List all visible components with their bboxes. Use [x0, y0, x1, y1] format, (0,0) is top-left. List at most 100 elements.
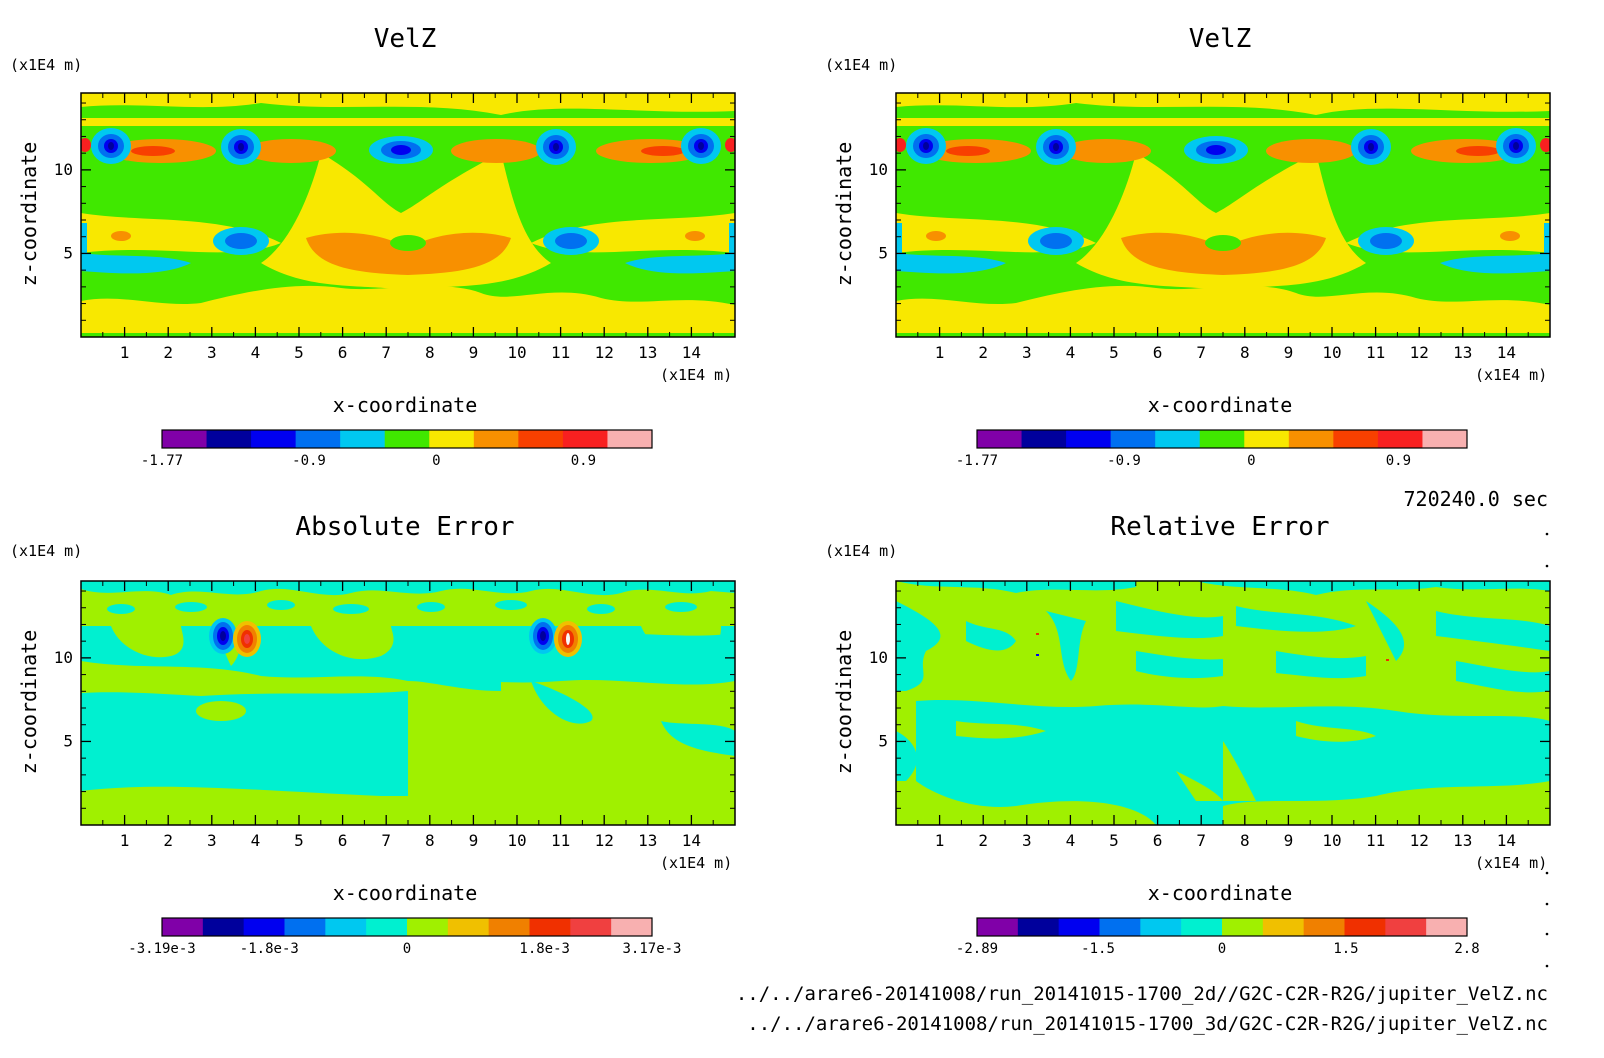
x-tick-label: 13 — [638, 831, 657, 850]
colorbar-swatch — [1426, 918, 1468, 936]
x-tick-label: 10 — [1322, 343, 1341, 362]
x-tick-label: 4 — [1066, 831, 1076, 850]
colorbar: -2.89 -1.5 0 1.5 2.8 — [956, 917, 1480, 957]
colorbar-swatch — [162, 430, 208, 448]
x-axis-ticks: 1 2 3 4 5 6 7 8 9 10 11 12 13 14 — [917, 93, 1529, 362]
y-tick-label: 5 — [878, 731, 888, 750]
panel-title: VelZ — [374, 24, 437, 54]
contour-field — [895, 92, 1551, 338]
colorbar-swatch — [1140, 918, 1182, 936]
x-tick-label: 1 — [935, 831, 945, 850]
colorbar-swatch — [366, 918, 408, 936]
y-axis-label: z-coordinate — [832, 630, 856, 775]
x-tick-label: 12 — [595, 343, 614, 362]
x-tick-label: 13 — [1453, 831, 1472, 850]
panel-title: Relative Error — [1110, 512, 1329, 542]
x-tick-label: 9 — [1284, 343, 1294, 362]
x-tick-label: 14 — [682, 831, 701, 850]
contour-field — [80, 580, 736, 826]
x-tick-label: 9 — [1284, 831, 1294, 850]
colorbar-swatch — [447, 918, 490, 936]
colorbar-swatch — [1222, 918, 1264, 936]
colorbar-swatch — [488, 918, 530, 936]
x-tick-label: 5 — [294, 831, 304, 850]
panel-velz-3d: VelZ (x1E4 m) z-coordinate — [825, 24, 1551, 469]
colorbar-swatch — [570, 918, 612, 936]
x-tick-label: 5 — [294, 343, 304, 362]
y-unit-label: (x1E4 m) — [825, 542, 897, 560]
colorbar-swatch — [562, 430, 608, 448]
x-tick-label: 6 — [1153, 831, 1163, 850]
contour-field — [895, 580, 1551, 826]
colorbar-swatch — [243, 918, 285, 936]
colorbar-label: 2.8 — [1454, 941, 1479, 957]
colorbar-label: 1.8e-3 — [519, 941, 570, 957]
x-tick-label: 7 — [381, 343, 391, 362]
x-tick-label: 12 — [595, 831, 614, 850]
x-tick-label: 7 — [381, 831, 391, 850]
x-axis-ticks: 1 2 3 4 5 6 7 8 9 10 11 12 13 14 — [917, 581, 1529, 850]
time-label: 720240.0 sec — [1404, 487, 1549, 511]
colorbar-swatch — [295, 430, 341, 448]
x-tick-label: 4 — [251, 831, 261, 850]
x-tick-label: 3 — [207, 343, 217, 362]
y-tick-label: 5 — [63, 731, 73, 750]
x-tick-label: 8 — [425, 831, 435, 850]
colorbar-swatch — [1181, 918, 1223, 936]
y-axis-ticks: 5 10 — [869, 590, 1550, 809]
colorbar: -3.19e-3 -1.8e-3 0 1.8e-3 3.17e-3 — [128, 917, 682, 957]
x-tick-label: 11 — [551, 343, 570, 362]
file-path-1: ../../arare6-20141008/run_20141015-1700_… — [736, 983, 1548, 1005]
colorbar-swatch — [284, 918, 326, 936]
x-tick-label: 2 — [978, 343, 988, 362]
x-tick-label: 8 — [1240, 343, 1250, 362]
x-tick-label: 9 — [469, 343, 479, 362]
colorbar-label: -2.89 — [956, 941, 998, 957]
x-tick-label: 1 — [120, 831, 130, 850]
y-tick-label: 10 — [54, 160, 73, 179]
y-tick-label: 10 — [54, 648, 73, 667]
x-tick-label: 10 — [507, 831, 526, 850]
colorbar-label: -0.9 — [1107, 453, 1141, 469]
x-tick-label: 2 — [978, 831, 988, 850]
colorbar-swatch — [384, 430, 430, 448]
panel-absolute-error: Absolute Error (x1E4 m) z-coordinate — [10, 512, 736, 957]
x-tick-label: 8 — [1240, 831, 1250, 850]
x-tick-label: 7 — [1196, 343, 1206, 362]
x-tick-label: 11 — [1366, 343, 1385, 362]
panel-title: Absolute Error — [295, 512, 514, 542]
x-tick-label: 2 — [163, 343, 173, 362]
x-tick-label: 13 — [638, 343, 657, 362]
colorbar-swatch — [1422, 430, 1468, 448]
x-tick-label: 3 — [1022, 831, 1032, 850]
colorbar-swatch — [977, 918, 1019, 936]
colorbar-label: -1.8e-3 — [240, 941, 299, 957]
y-unit-label: (x1E4 m) — [10, 56, 82, 74]
colorbar-label: 0 — [403, 941, 411, 957]
x-unit-label: (x1E4 m) — [1475, 366, 1547, 384]
x-tick-label: 1 — [935, 343, 945, 362]
x-tick-label: 6 — [338, 343, 348, 362]
colorbar-frame — [976, 917, 1468, 937]
y-axis-label: z-coordinate — [17, 630, 41, 775]
panel-velz-2d: VelZ (x1E4 m) z-coordinate — [10, 24, 736, 469]
colorbar-swatch — [407, 918, 449, 936]
x-axis-label: x-coordinate — [333, 393, 478, 417]
colorbar-swatch — [206, 430, 252, 448]
colorbar-label: 0 — [1247, 453, 1255, 469]
x-tick-label: 9 — [469, 831, 479, 850]
colorbar-label: -3.19e-3 — [128, 941, 195, 957]
colorbar-swatch — [977, 430, 1023, 448]
colorbar-swatch — [1385, 918, 1427, 936]
panel-relative-error: Relative Error (x1E4 m) z-coordinate — [825, 512, 1551, 957]
colorbar: -1.77 -0.9 0 0.9 — [141, 429, 653, 469]
x-tick-label: 3 — [207, 831, 217, 850]
colorbar-swatch — [429, 430, 475, 448]
x-tick-label: 6 — [1153, 343, 1163, 362]
colorbar-swatch — [607, 430, 653, 448]
x-tick-label: 11 — [551, 831, 570, 850]
y-axis-ticks: 5 10 — [54, 102, 735, 321]
colorbar-label: -1.77 — [141, 453, 183, 469]
x-axis-label: x-coordinate — [1148, 881, 1293, 905]
